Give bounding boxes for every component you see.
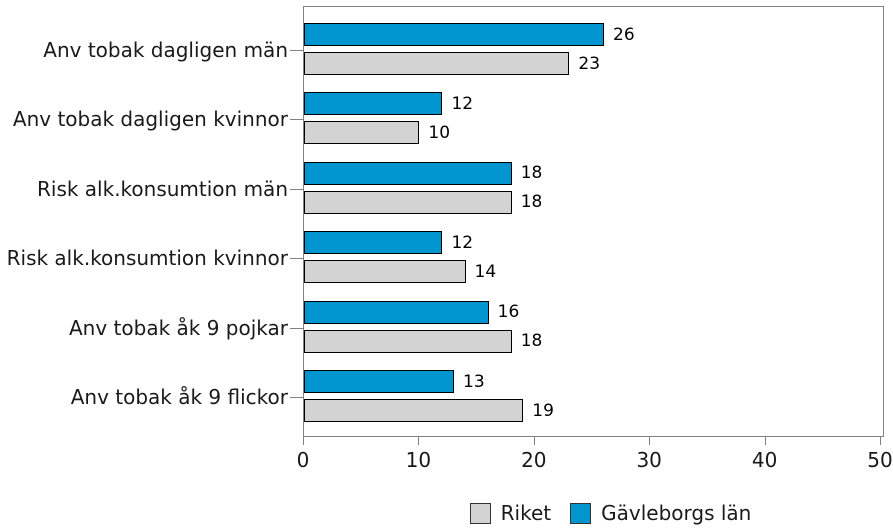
y-tick [290,50,303,51]
value-label: 12 [451,232,474,253]
bar-gavleborgs-lan [304,370,455,393]
y-tick [290,327,303,329]
bar-gavleborgs-lan [304,161,512,185]
plot-area: 26 23 12 10 18 18 12 14 16 18 13 19 [303,6,884,437]
legend-label-riket: Riket [500,501,552,525]
value-label: 10 [428,122,451,143]
category-label: Risk alk.konsumtion män [36,176,288,201]
value-label: 12 [451,93,474,114]
y-tick [290,119,303,121]
bar-riket [304,329,512,353]
x-tick-label: 10 [405,448,432,472]
bar-gavleborgs-lan [304,23,605,46]
x-tick-label: 20 [521,448,547,472]
bar-riket [304,260,466,284]
category-label: Anv tobak dagligen kvinnor [12,107,288,132]
value-label: 18 [520,192,543,213]
x-tick [764,437,766,445]
y-tick [290,397,303,398]
y-tick [290,188,303,190]
bar-gavleborgs-lan [304,231,443,255]
value-label: 14 [474,261,497,282]
legend-label-gavleborgs-lan: Gävleborgs län [601,501,752,525]
bar-riket [304,121,420,145]
category-label: Risk alk.konsumtion kvinnor [6,246,288,271]
bar-gavleborgs-lan [304,300,489,324]
y-tick [290,258,303,260]
bar-riket [304,190,512,214]
x-tick [303,437,304,445]
value-label: 13 [463,371,485,392]
value-label: 19 [532,400,554,421]
x-tick-label: 30 [636,448,662,472]
x-tick [418,437,420,445]
x-tick [880,437,881,445]
value-label: 26 [613,24,635,45]
bar-riket [304,52,570,75]
bar-gavleborgs-lan [304,92,443,116]
legend-swatch-riket [469,502,491,524]
category-label: Anv tobak åk 9 pojkar [69,315,288,340]
x-tick-label: 50 [867,448,893,472]
x-tick-label: 0 [296,448,310,472]
x-tick-label: 40 [751,448,778,472]
legend-item-riket: Riket [469,501,552,525]
bar-riket [304,399,524,422]
category-label: Anv tobak dagligen män [43,38,288,62]
value-label: 16 [497,302,520,323]
value-label: 18 [520,163,543,184]
value-label: 18 [520,331,543,352]
value-label: 23 [578,53,601,74]
legend-item-gavleborgs-lan: Gävleborgs län [570,501,751,525]
category-label: Anv tobak åk 9 flickor [70,385,288,409]
x-tick [533,437,535,445]
legend-swatch-gavleborgs-lan [570,502,592,524]
legend: Riket Gävleborgs län [320,500,893,526]
x-tick [649,437,651,445]
